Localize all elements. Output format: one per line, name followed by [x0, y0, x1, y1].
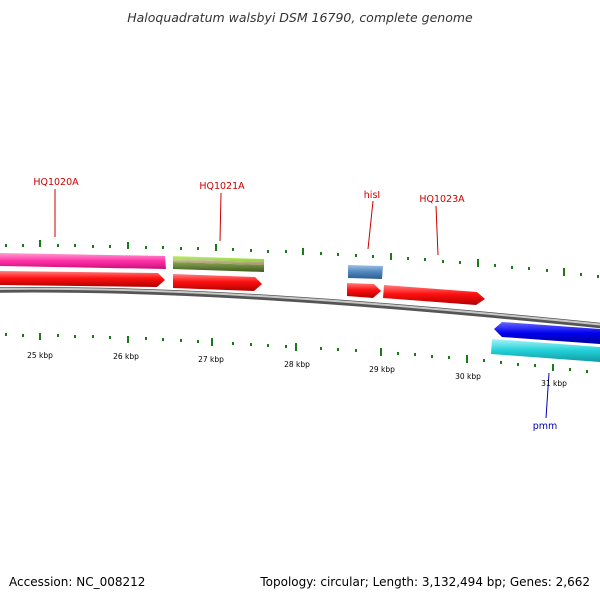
topology-text: Topology: circular; Length: 3,132,494 bp… [259, 575, 590, 589]
scale-label: 27 kbp [198, 355, 224, 364]
hisi-feature-bar[interactable] [348, 265, 383, 279]
map-title: Haloquadratum walsbyi DSM 16790, complet… [127, 10, 473, 25]
pmm-feature-bar[interactable] [491, 339, 600, 362]
hq1021a-leader-line [219, 192, 222, 242]
hq1021a-feature-bar[interactable] [173, 256, 264, 272]
pmm-leader-line [545, 372, 550, 419]
hisi-leader-line [367, 200, 374, 250]
scale-label: 28 kbp [284, 360, 310, 369]
cds-arrow-2[interactable] [173, 274, 262, 291]
hq1023a-leader-line [435, 205, 439, 256]
scale-label: 31 kbp [541, 379, 567, 388]
cds-arrow-3[interactable] [347, 283, 381, 298]
scale-label: 26 kbp [113, 352, 139, 361]
upper-tick-track [5, 240, 599, 278]
cds-arrow-4[interactable] [383, 285, 485, 305]
gene-label-pmm[interactable]: pmm [533, 421, 558, 432]
accession-text: Accession: NC_008212 [9, 575, 145, 589]
scale-label: 25 kbp [27, 351, 53, 360]
genome-backbone [0, 287, 600, 329]
gene-label-hisi[interactable]: hisI [364, 190, 380, 201]
reverse-cds-arrow[interactable] [494, 322, 600, 344]
scale-label: 30 kbp [455, 372, 481, 381]
hq1020a-feature-bar[interactable] [0, 253, 166, 269]
lower-tick-track [5, 333, 588, 373]
gene-label-hq1023a[interactable]: HQ1023A [419, 194, 465, 205]
scale-label: 29 kbp [369, 365, 395, 374]
genome-backbone-highlight [0, 287, 600, 326]
cds-arrow-1[interactable] [0, 271, 165, 287]
gene-label-hq1021a[interactable]: HQ1021A [199, 181, 245, 192]
gene-label-hq1020a[interactable]: HQ1020A [33, 177, 79, 188]
